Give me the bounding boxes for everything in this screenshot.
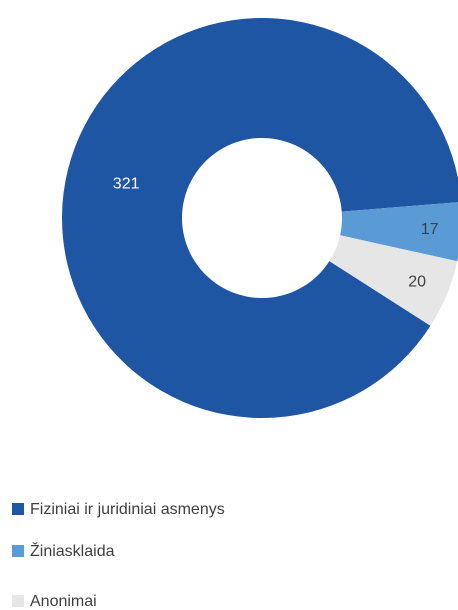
legend-swatch xyxy=(12,545,24,557)
legend-swatch xyxy=(12,503,24,515)
legend-label: Anonimai xyxy=(30,593,97,610)
legend-label: Fiziniai ir juridiniai asmenys xyxy=(30,501,225,518)
data-label: 17 xyxy=(421,221,439,238)
legend-swatch xyxy=(12,595,24,607)
donut-slice xyxy=(62,18,458,418)
legend-label: Žiniasklaida xyxy=(30,541,115,560)
donut-slice xyxy=(340,202,458,262)
data-label: 321 xyxy=(113,175,140,192)
data-label: 20 xyxy=(408,274,426,291)
donut-slice xyxy=(329,235,458,326)
